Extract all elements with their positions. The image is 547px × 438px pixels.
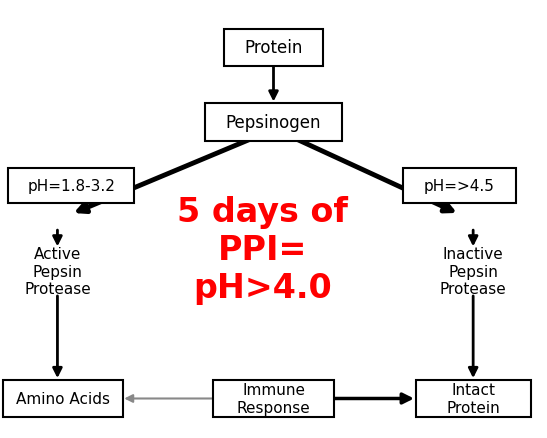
FancyBboxPatch shape: [213, 380, 334, 417]
Text: pH=>4.5: pH=>4.5: [424, 179, 495, 194]
Text: 5 days of
PPI=
pH>4.0: 5 days of PPI= pH>4.0: [177, 195, 348, 304]
Text: Inactive
Pepsin
Protease: Inactive Pepsin Protease: [440, 247, 507, 297]
Text: Intact
Protein: Intact Protein: [446, 382, 500, 415]
Text: pH=1.8-3.2: pH=1.8-3.2: [27, 179, 115, 194]
FancyBboxPatch shape: [3, 380, 123, 417]
Text: Pepsinogen: Pepsinogen: [226, 113, 321, 132]
FancyBboxPatch shape: [205, 104, 342, 141]
Text: Amino Acids: Amino Acids: [16, 391, 110, 406]
Text: Active
Pepsin
Protease: Active Pepsin Protease: [24, 247, 91, 297]
FancyBboxPatch shape: [8, 169, 134, 204]
FancyBboxPatch shape: [416, 380, 531, 417]
Text: Protein: Protein: [245, 39, 302, 57]
Text: Immune
Response: Immune Response: [237, 382, 310, 415]
FancyBboxPatch shape: [224, 30, 323, 67]
FancyBboxPatch shape: [403, 169, 515, 204]
